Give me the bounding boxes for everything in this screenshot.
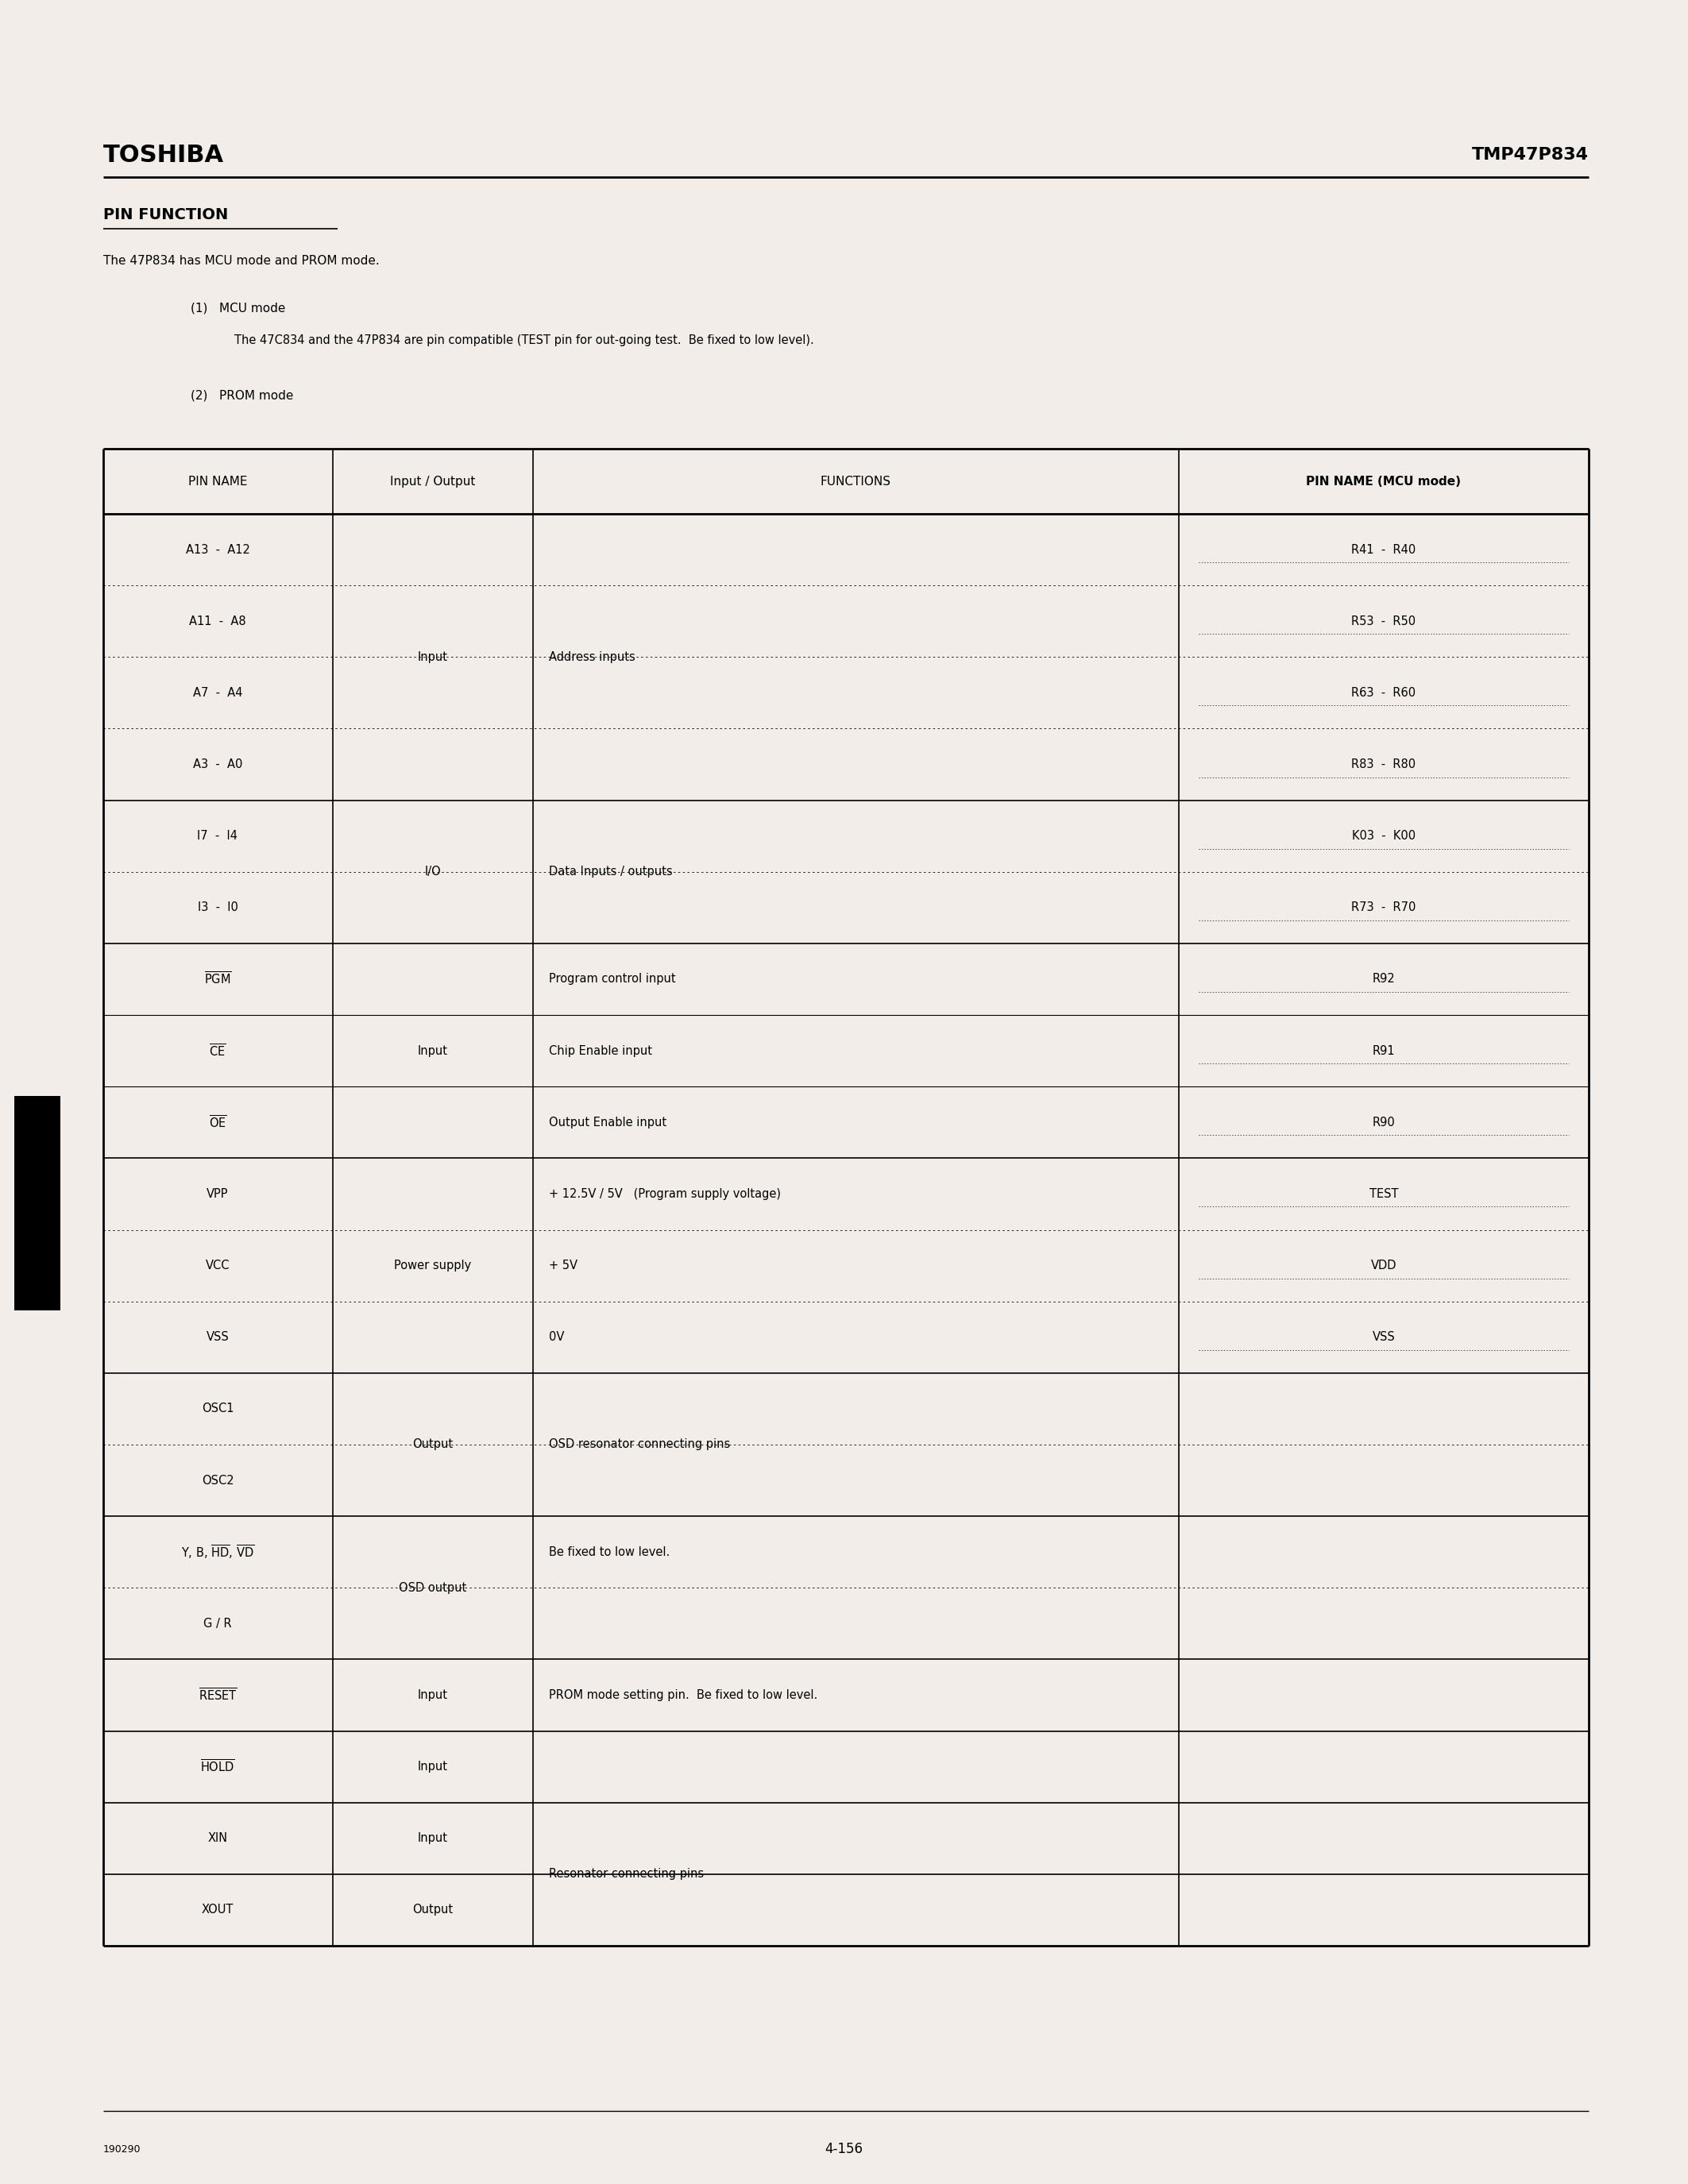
Text: VPP: VPP <box>206 1188 228 1199</box>
Text: R83  -  R80: R83 - R80 <box>1352 758 1416 771</box>
Text: R53  -  R50: R53 - R50 <box>1352 616 1416 627</box>
Text: PROM mode setting pin.  Be fixed to low level.: PROM mode setting pin. Be fixed to low l… <box>549 1688 817 1701</box>
Text: A11  -  A8: A11 - A8 <box>189 616 246 627</box>
Text: Resonator connecting pins: Resonator connecting pins <box>549 1867 704 1880</box>
Text: Input: Input <box>419 1044 447 1057</box>
Text: (2)   PROM mode: (2) PROM mode <box>191 389 294 402</box>
Text: VSS: VSS <box>206 1332 230 1343</box>
Text: PIN NAME (MCU mode): PIN NAME (MCU mode) <box>1307 476 1462 487</box>
Text: R73  -  R70: R73 - R70 <box>1352 902 1416 913</box>
Text: Chip Enable input: Chip Enable input <box>549 1044 652 1057</box>
Text: TMP47P834: TMP47P834 <box>1472 146 1588 164</box>
Text: Input / Output: Input / Output <box>390 476 476 487</box>
Text: I/O: I/O <box>425 865 441 878</box>
Text: A3  -  A0: A3 - A0 <box>192 758 243 771</box>
Text: Output: Output <box>412 1904 452 1915</box>
Text: I3  -  I0: I3 - I0 <box>197 902 238 913</box>
Text: OSD resonator connecting pins: OSD resonator connecting pins <box>549 1439 731 1450</box>
Text: I7  -  I4: I7 - I4 <box>197 830 238 843</box>
Text: Output Enable input: Output Enable input <box>549 1116 667 1129</box>
Text: OSC2: OSC2 <box>201 1474 233 1487</box>
Text: The 47C834 and the 47P834 are pin compatible (TEST pin for out-going test.  Be f: The 47C834 and the 47P834 are pin compat… <box>235 334 814 345</box>
Text: Y, B, $\overline{\mathsf{HD}}$, $\overline{\mathsf{VD}}$: Y, B, $\overline{\mathsf{HD}}$, $\overli… <box>181 1544 255 1562</box>
Text: + 12.5V / 5V   (Program supply voltage): + 12.5V / 5V (Program supply voltage) <box>549 1188 782 1199</box>
Text: Input: Input <box>419 1832 447 1843</box>
Text: + 5V: + 5V <box>549 1260 577 1271</box>
Text: TOSHIBA: TOSHIBA <box>103 144 225 166</box>
Text: The 47P834 has MCU mode and PROM mode.: The 47P834 has MCU mode and PROM mode. <box>103 256 380 266</box>
Text: Output: Output <box>412 1439 452 1450</box>
Text: (1)   MCU mode: (1) MCU mode <box>191 301 285 314</box>
Text: R63  -  R60: R63 - R60 <box>1352 688 1416 699</box>
Text: XOUT: XOUT <box>201 1904 233 1915</box>
Text: R90: R90 <box>1372 1116 1396 1129</box>
Text: OSC1: OSC1 <box>201 1402 233 1415</box>
Text: Address inputs: Address inputs <box>549 651 635 664</box>
Text: $\overline{\mathsf{OE}}$: $\overline{\mathsf{OE}}$ <box>209 1114 226 1131</box>
Text: 190290: 190290 <box>103 2145 142 2153</box>
Text: VSS: VSS <box>1372 1332 1396 1343</box>
Text: R92: R92 <box>1372 974 1396 985</box>
Text: Program control input: Program control input <box>549 974 675 985</box>
Bar <box>14 1096 61 1310</box>
Text: VDD: VDD <box>1371 1260 1396 1271</box>
Text: XIN: XIN <box>208 1832 228 1843</box>
Text: FUNCTIONS: FUNCTIONS <box>820 476 891 487</box>
Text: R41  -  R40: R41 - R40 <box>1352 544 1416 555</box>
Text: K03  -  K00: K03 - K00 <box>1352 830 1416 843</box>
Text: Input: Input <box>419 1688 447 1701</box>
Text: G / R: G / R <box>204 1618 231 1629</box>
Text: Be fixed to low level.: Be fixed to low level. <box>549 1546 670 1557</box>
Text: $\overline{\mathsf{HOLD}}$: $\overline{\mathsf{HOLD}}$ <box>201 1758 235 1776</box>
Text: Power supply: Power supply <box>395 1260 471 1271</box>
Text: $\overline{\mathsf{CE}}$: $\overline{\mathsf{CE}}$ <box>209 1042 226 1059</box>
Text: A7  -  A4: A7 - A4 <box>192 688 243 699</box>
Text: $\overline{\mathsf{RESET}}$: $\overline{\mathsf{RESET}}$ <box>197 1686 236 1704</box>
Text: 4-156: 4-156 <box>824 2143 863 2156</box>
Text: R91: R91 <box>1372 1044 1394 1057</box>
Text: VCC: VCC <box>206 1260 230 1271</box>
Text: TEST: TEST <box>1369 1188 1398 1199</box>
Text: Data Inputs / outputs: Data Inputs / outputs <box>549 865 672 878</box>
Text: Input: Input <box>419 1760 447 1773</box>
Text: OSD output: OSD output <box>398 1581 468 1594</box>
Text: 0V: 0V <box>549 1332 564 1343</box>
Text: PIN NAME: PIN NAME <box>187 476 246 487</box>
Text: Input: Input <box>419 651 447 664</box>
Text: A13  -  A12: A13 - A12 <box>186 544 250 555</box>
Text: $\overline{\mathsf{PGM}}$: $\overline{\mathsf{PGM}}$ <box>204 972 231 987</box>
Text: PIN FUNCTION: PIN FUNCTION <box>103 207 228 223</box>
